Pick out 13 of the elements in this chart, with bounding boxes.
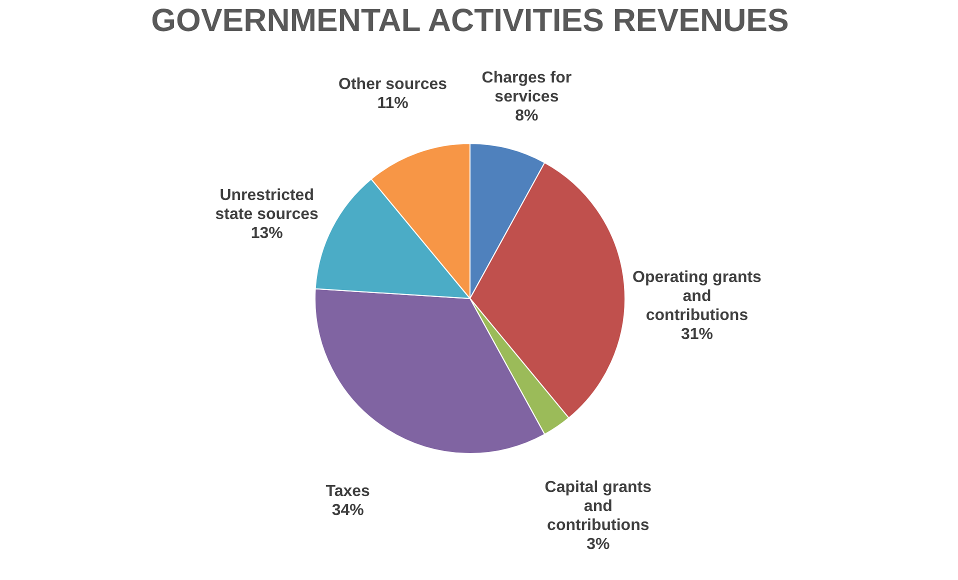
data-label: 13% [250, 224, 283, 242]
slice-label: Other sources [338, 76, 448, 93]
slice-label: Unrestricted state sources [215, 186, 319, 223]
data-label: 8% [515, 108, 538, 125]
slice-label: Charges for services [482, 70, 572, 106]
slice-label: Capital grants and contributions [544, 479, 652, 534]
data-label: 3% [586, 536, 610, 554]
slice-label: Taxes [326, 483, 370, 500]
chart-title: GOVERNMENTAL ACTIVITIES REVENUES [151, 2, 789, 38]
data-label: 11% [377, 94, 408, 112]
data-label: 31% [680, 326, 714, 344]
data-label: 34% [332, 502, 364, 520]
slice-label: Operating grants and contributions [632, 269, 762, 324]
